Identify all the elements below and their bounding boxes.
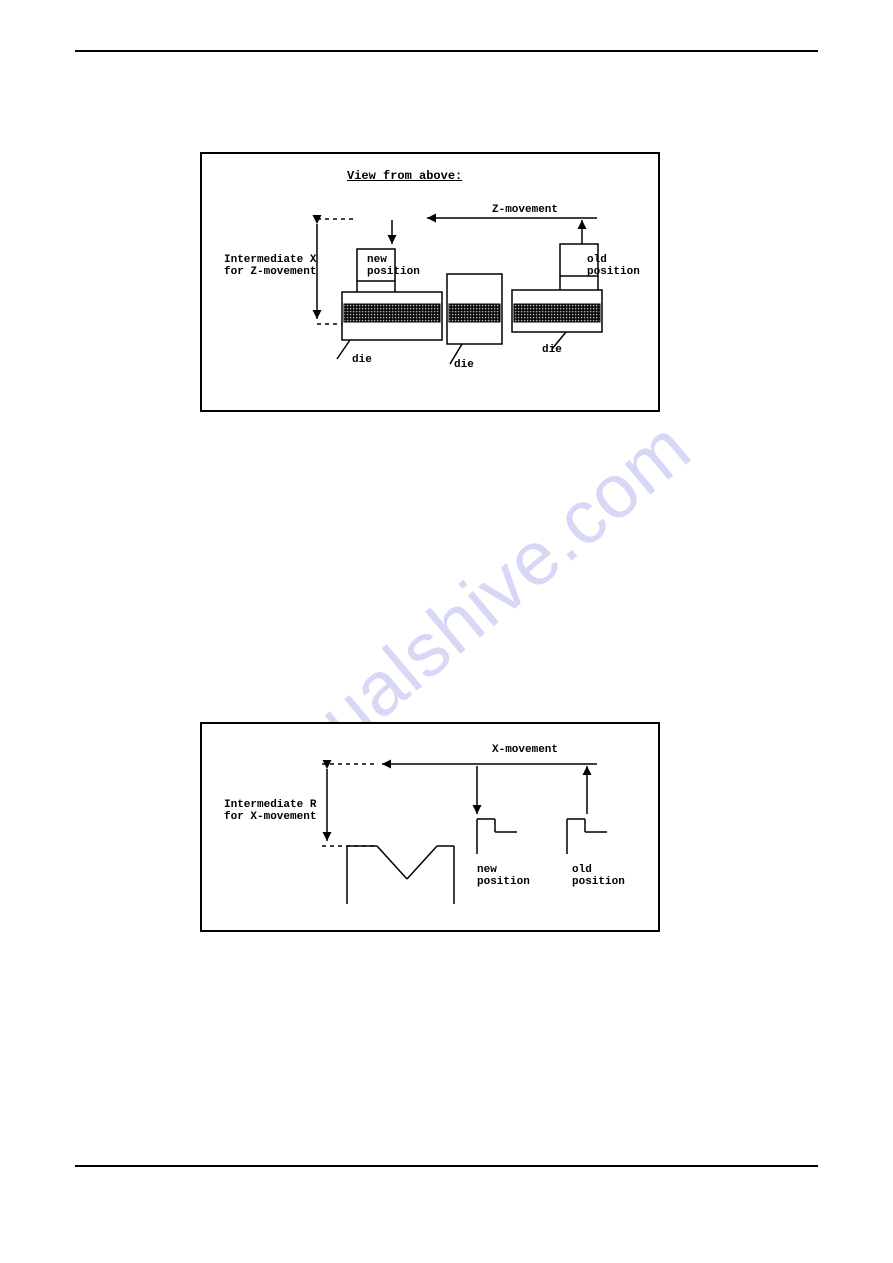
- top-rule: [75, 50, 818, 52]
- bottom-rule: [75, 1165, 818, 1167]
- fig1-diagram: [202, 154, 662, 414]
- page-content: View from above: Intermediate X for Z-mo…: [75, 50, 818, 932]
- fig2-diagram: [202, 724, 662, 934]
- figure-2: Intermediate R for X-movement X-movement…: [200, 722, 660, 932]
- figure-1: View from above: Intermediate X for Z-mo…: [200, 152, 660, 412]
